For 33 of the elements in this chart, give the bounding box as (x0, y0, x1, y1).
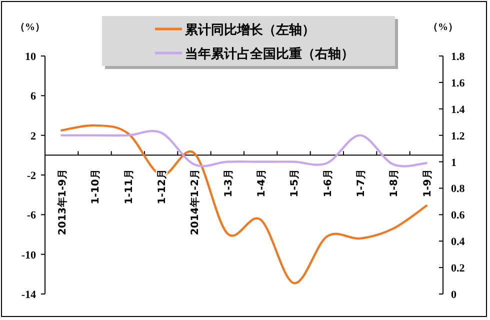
y2-tick-label: 1.2 (451, 130, 466, 142)
y-tick-label: -10 (21, 249, 36, 262)
x-tick-label: 1-8月 (389, 169, 400, 198)
x-tick-label: 1-3月 (223, 169, 234, 198)
y2-tick-label: 1 (451, 156, 456, 169)
y2-tick-label: 0.2 (451, 262, 466, 275)
y-axis-title: （%） (15, 22, 45, 33)
x-tick-label: 1-7月 (356, 169, 368, 198)
legend-label: 累计同比增长（左轴） (184, 22, 315, 37)
x-tick-label: 1-12月 (157, 169, 168, 204)
x-tick-label: 1-5月 (290, 169, 301, 198)
y2-tick-label: 1.8 (451, 51, 466, 63)
y-tick-label: 2 (30, 130, 36, 142)
legend-label: 当年累计占全国比重（右轴） (185, 46, 354, 61)
y2-tick-label: 1.6 (451, 77, 466, 90)
y-tick-label: -14 (21, 289, 36, 301)
y2-tick-label: 0.8 (451, 183, 466, 196)
y2-axis-title: （%） (428, 22, 458, 33)
y-tick-label: -6 (26, 210, 36, 222)
y2-tick-label: 0.4 (451, 236, 466, 248)
y2-tick-label: 0 (451, 289, 457, 301)
x-tick-label: 1-10月 (90, 169, 102, 204)
x-tick-label: 1-9月 (422, 169, 434, 198)
y-tick-label: -2 (26, 170, 36, 182)
y2-tick-label: 0.6 (451, 210, 466, 222)
x-tick-label: 2013年1-9月 (56, 169, 69, 236)
x-tick-label: 1-6月 (322, 169, 334, 198)
x-tick-label: 1-11月 (124, 169, 135, 204)
x-tick-label: 1-4月 (256, 169, 268, 198)
y-tick-label: 6 (30, 90, 36, 103)
y2-tick-label: 1.4 (451, 104, 466, 116)
x-tick-label: 2014年1-2月 (189, 169, 202, 236)
y-tick-label: 10 (25, 51, 36, 63)
